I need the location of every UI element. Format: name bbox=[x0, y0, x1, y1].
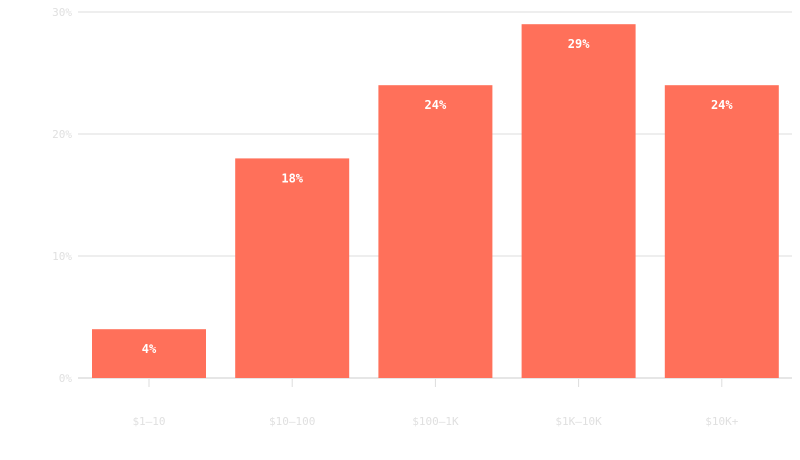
y-tick-label: 20% bbox=[52, 128, 72, 141]
bar bbox=[92, 329, 206, 378]
bar bbox=[664, 85, 779, 378]
data-label: 4% bbox=[142, 342, 157, 356]
x-axis-ticks: $1–10 $10–100 $100–1K $1K–10K $10K+ bbox=[132, 379, 739, 428]
bar bbox=[521, 24, 636, 378]
data-label: 18% bbox=[281, 171, 303, 185]
x-tick-label: $10–100 bbox=[269, 415, 315, 428]
bar bbox=[235, 158, 350, 378]
data-label: 24% bbox=[711, 98, 733, 112]
y-axis-ticks: 0% 10% 20% 30% bbox=[52, 6, 72, 385]
y-tick-label: 30% bbox=[52, 6, 72, 19]
x-tick-label: $100–1K bbox=[412, 415, 459, 428]
bar bbox=[378, 85, 493, 378]
x-tick-label: $1K–10K bbox=[555, 415, 602, 428]
data-label: 29% bbox=[568, 37, 590, 51]
data-label: 24% bbox=[425, 98, 447, 112]
y-tick-label: 0% bbox=[59, 372, 73, 385]
bars bbox=[92, 24, 779, 378]
x-tick-label: $1–10 bbox=[132, 415, 165, 428]
data-labels: 4% 18% 24% 29% 24% bbox=[142, 37, 734, 356]
x-tick-label: $10K+ bbox=[705, 415, 738, 428]
y-tick-label: 10% bbox=[52, 250, 72, 263]
